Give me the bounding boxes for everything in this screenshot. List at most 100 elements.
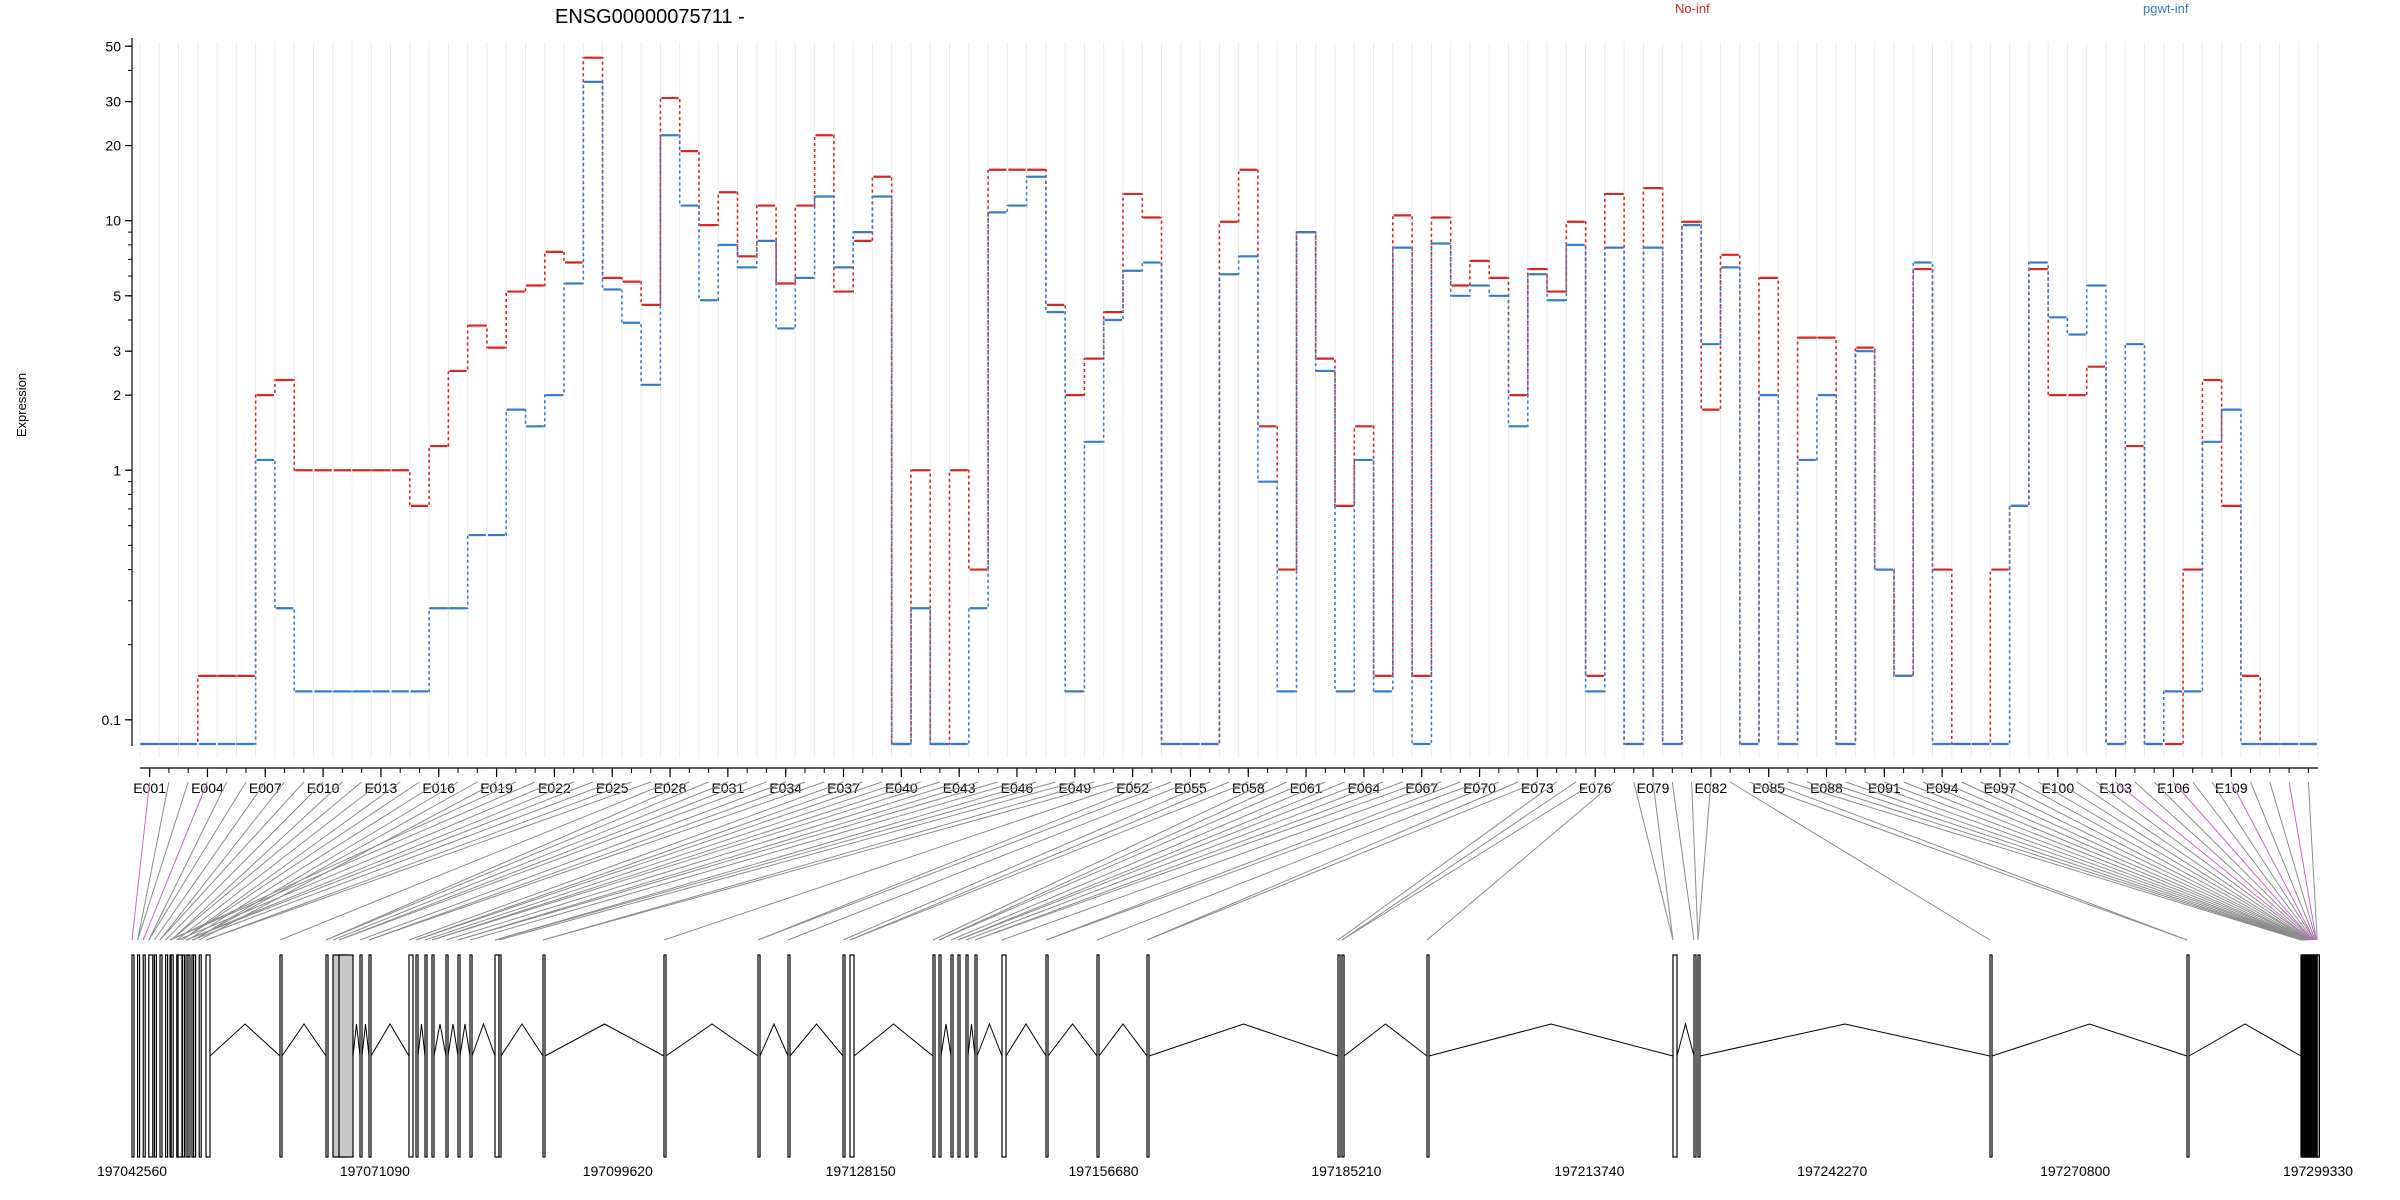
x-tick-label: E052 bbox=[1116, 780, 1149, 796]
exon-connector bbox=[498, 781, 1075, 941]
exon-connector bbox=[2057, 781, 2310, 941]
exon-connector bbox=[165, 781, 324, 941]
exon-connector bbox=[938, 781, 1307, 941]
genomic-tick-label: 197185210 bbox=[1311, 1163, 1381, 1179]
exon-box bbox=[1341, 954, 1345, 1158]
exon-connector bbox=[2134, 781, 2313, 941]
exon-connector bbox=[1845, 781, 2303, 941]
y-tick-label: 5 bbox=[113, 288, 121, 304]
exon-box bbox=[142, 954, 146, 1158]
exon-box bbox=[457, 954, 461, 1158]
exon-box bbox=[965, 954, 969, 1158]
exon-box bbox=[849, 954, 855, 1158]
exon-connector bbox=[205, 781, 651, 941]
exon-connector bbox=[2173, 781, 2314, 941]
exon-box bbox=[842, 954, 846, 1158]
exon-connector bbox=[1341, 781, 1596, 941]
exon-connector bbox=[131, 781, 151, 941]
exon-connector bbox=[1001, 781, 1442, 941]
intron-line bbox=[471, 1022, 496, 1057]
genomic-tick-label: 197270800 bbox=[2040, 1163, 2110, 1179]
exon-connectors bbox=[131, 781, 2318, 941]
exon-box bbox=[469, 954, 473, 1158]
x-tick-label: E061 bbox=[1290, 780, 1323, 796]
exon-connector bbox=[148, 781, 228, 941]
exon-connector bbox=[469, 781, 1018, 941]
genomic-tick-label: 197242270 bbox=[1797, 1163, 1867, 1179]
exon-connector bbox=[169, 781, 517, 941]
intron-line bbox=[1699, 1023, 1991, 1057]
exon-connector bbox=[957, 781, 1345, 941]
exon-connector bbox=[1671, 781, 1695, 941]
genomic-tick-label: 197156680 bbox=[1069, 1163, 1139, 1179]
exon-connector bbox=[431, 781, 921, 941]
exon-connector bbox=[2269, 781, 2317, 941]
exon-box bbox=[1989, 954, 1993, 1158]
exon-connector bbox=[974, 781, 1403, 941]
exon-connector bbox=[170, 781, 343, 941]
exon-connector bbox=[1633, 781, 1674, 941]
exon-connector bbox=[338, 781, 767, 941]
exon-box bbox=[170, 954, 174, 1158]
exon-box bbox=[1337, 954, 1341, 1158]
exon-connector bbox=[1768, 781, 2188, 941]
exon-connector bbox=[325, 781, 690, 941]
exon-connector bbox=[757, 781, 1172, 941]
exon-box bbox=[1045, 954, 1049, 1158]
intron-line bbox=[417, 1023, 426, 1057]
legend-pgwt-inf: pgwt-inf bbox=[2143, 1, 2189, 16]
exon-box bbox=[938, 954, 942, 1158]
exon-connector bbox=[932, 781, 1268, 941]
intron-line bbox=[370, 1023, 410, 1057]
exon-connector bbox=[193, 781, 459, 941]
exon-box bbox=[787, 954, 791, 1158]
x-tick-label: E028 bbox=[654, 780, 687, 796]
intron-line bbox=[352, 1023, 361, 1057]
exon-connector bbox=[332, 781, 729, 941]
x-tick-label: E103 bbox=[2099, 780, 2132, 796]
exon-connector bbox=[2076, 781, 2311, 941]
x-tick-label: E100 bbox=[2041, 780, 2074, 796]
exon-connector bbox=[849, 781, 1249, 941]
exon-connector bbox=[415, 781, 883, 941]
exon-box bbox=[757, 954, 761, 1158]
exon-connector bbox=[950, 781, 1326, 941]
x-tick-label: E058 bbox=[1232, 780, 1265, 796]
exon-connector bbox=[159, 781, 305, 941]
exon-connector bbox=[424, 781, 902, 941]
exon-connector bbox=[1787, 781, 2302, 941]
intron-line bbox=[976, 1022, 1003, 1057]
exon-box bbox=[957, 954, 961, 1158]
x-tick-label: E082 bbox=[1695, 780, 1728, 796]
exon-box bbox=[177, 954, 183, 1158]
exon-box bbox=[359, 954, 363, 1158]
intron-line bbox=[433, 1023, 447, 1057]
legend-no-inf: No-inf bbox=[1675, 1, 1710, 16]
exon-connector bbox=[198, 781, 497, 941]
exon-connector bbox=[408, 781, 844, 941]
genomic-tick-label: 197299330 bbox=[2283, 1163, 2353, 1179]
exon-connector bbox=[182, 781, 420, 941]
exon-connector bbox=[494, 781, 1037, 941]
x-tick-label: E001 bbox=[133, 780, 166, 796]
exon-box bbox=[445, 954, 449, 1158]
exon-connector bbox=[153, 781, 266, 941]
y-tick-label: 1 bbox=[113, 462, 121, 478]
exon-box bbox=[1697, 954, 1701, 1158]
y-tick-label: 30 bbox=[105, 94, 121, 110]
intron-line bbox=[1343, 1023, 1428, 1057]
exon-connector bbox=[338, 781, 748, 941]
exon-box bbox=[325, 954, 329, 1158]
y-tick-label: 2 bbox=[113, 387, 121, 403]
intron-line bbox=[759, 1022, 789, 1057]
exon-connector bbox=[368, 781, 825, 941]
exon-connector bbox=[849, 781, 1230, 941]
exon-connector bbox=[185, 781, 594, 941]
intron-line bbox=[544, 1023, 665, 1057]
exon-connector bbox=[2038, 781, 2310, 941]
exon-connector bbox=[974, 781, 1422, 941]
exon-box bbox=[424, 954, 428, 1158]
exon-box bbox=[368, 954, 372, 1158]
exon-connector bbox=[1961, 781, 2307, 941]
intron-line bbox=[500, 1023, 544, 1057]
